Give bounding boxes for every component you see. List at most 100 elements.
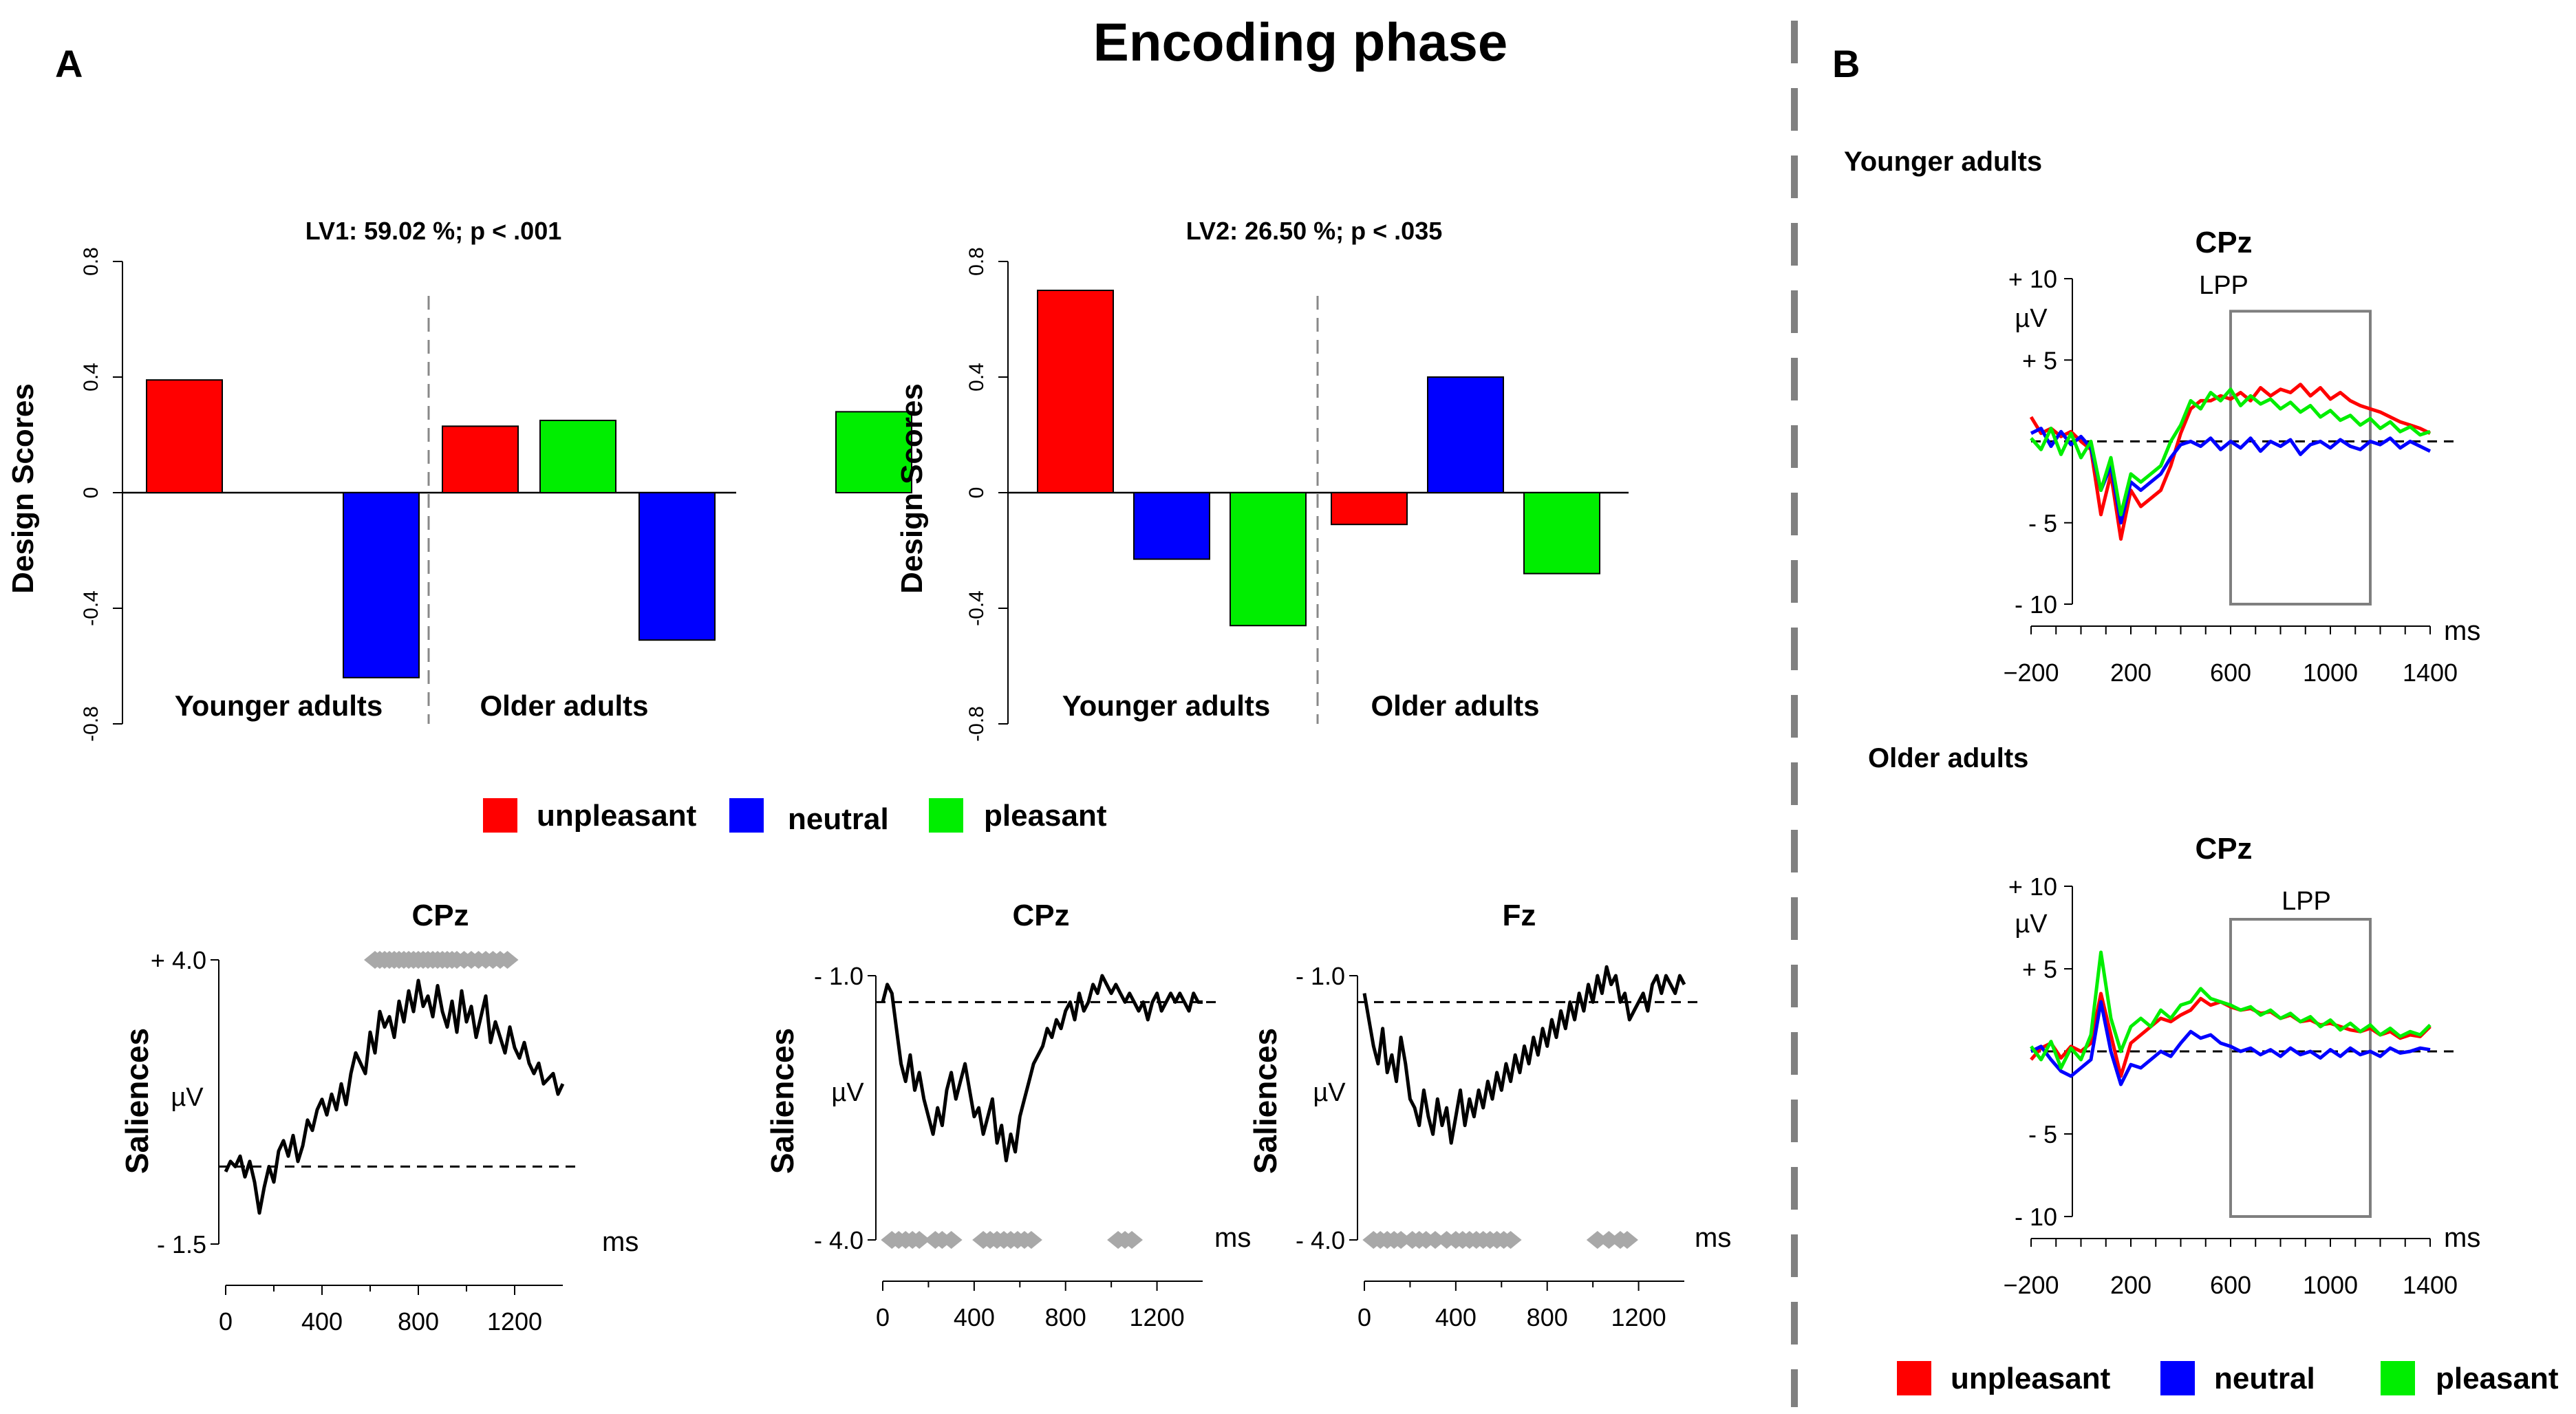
group-label-older: Older adults (1371, 689, 1539, 722)
x-tick-label: 1000 (2303, 1271, 2358, 1299)
y-tick-label: + 5 (2022, 955, 2057, 983)
y-axis-label: Saliences (764, 1028, 800, 1174)
legend-label-neutral: neutral (2214, 1362, 2315, 1395)
y-tick-label: -0.4 (965, 590, 988, 626)
legend-label-pleasant: pleasant (984, 799, 1107, 833)
bar-neutral-older (1427, 376, 1504, 493)
y-unit-label: µV (1313, 1078, 1346, 1107)
bar-unpleasant-older (442, 425, 519, 494)
significance-marker (1616, 1231, 1638, 1249)
window-label: LPP (2282, 887, 2331, 916)
x-tick-label: 800 (1045, 1303, 1086, 1331)
y-tick-label: - 1.5 (157, 1230, 206, 1258)
bar-neutral-older (638, 492, 716, 641)
legend-label-neutral: neutral (788, 802, 889, 836)
y-axis-label: Design Scores (6, 383, 40, 594)
salience-line (1362, 965, 1686, 1145)
x-tick-label: 1200 (1130, 1303, 1185, 1331)
legend-b: unpleasant neutral pleasant (1897, 1361, 2559, 1395)
y-tick-label: - 5 (2028, 1120, 2057, 1148)
bar-unpleasant-older (1331, 492, 1408, 526)
x-tick-label: 400 (1435, 1303, 1477, 1331)
panel-label-b: B (1832, 42, 1860, 85)
legend-swatch-unpleasant (483, 798, 517, 833)
chart-title: LV1: 59.02 %; p < .001 (305, 217, 562, 245)
chart-title: Fz (1503, 899, 1536, 932)
y-tick-label: - 4.0 (1296, 1226, 1345, 1254)
erp-line-unpleasant (2029, 383, 2432, 541)
y-tick-label: - 1.0 (1296, 962, 1345, 990)
x-tick-label: 1400 (2403, 1271, 2458, 1299)
significance-marker (1586, 1231, 1609, 1249)
lpp-window (2229, 918, 2372, 1218)
x-tick-label: 600 (2210, 1271, 2251, 1299)
legend-swatch-pleasant (929, 798, 963, 833)
y-tick-label: + 5 (2022, 346, 2057, 374)
group-label-younger: Younger adults (1062, 689, 1271, 722)
y-tick-label: -0.8 (80, 706, 103, 742)
y-tick-label: 0 (80, 487, 103, 499)
legend-label-unpleasant: unpleasant (1951, 1362, 2111, 1395)
y-unit-label: µV (171, 1083, 204, 1112)
x-axis-unit: ms (2444, 1223, 2480, 1253)
chart-erp-younger: Younger adults CPz µV LPP ms + 10 + 5 - 5 -… (1844, 147, 2480, 687)
x-tick-label: 400 (954, 1303, 995, 1331)
salience-line (881, 974, 1203, 1163)
y-axis-label: Design Scores (895, 383, 929, 594)
chart-title: CPz (411, 899, 469, 932)
x-axis-unit: ms (1695, 1223, 1731, 1253)
legend-label-pleasant: pleasant (2436, 1362, 2559, 1395)
chart-salience-cpz-1: CPz Saliences µV ms + 4.0 - 1.5 0 400 800 120… (119, 899, 638, 1336)
lpp-window (2229, 310, 2372, 606)
chart-title: CPz (2195, 226, 2252, 259)
x-tick-label: −200 (2003, 1271, 2059, 1299)
x-tick-label: 400 (301, 1307, 343, 1336)
group-label-older: Older adults (480, 689, 648, 722)
y-tick-label: - 5 (2028, 509, 2057, 537)
legend-swatch-pleasant (2381, 1361, 2415, 1395)
salience-line (224, 978, 565, 1215)
y-tick-label: 0.8 (80, 247, 103, 276)
y-tick-label: -0.8 (965, 706, 988, 742)
y-tick-label: + 4.0 (151, 946, 206, 974)
y-unit-label: µV (831, 1078, 864, 1107)
figure-title: Encoding phase (1093, 12, 1507, 72)
significance-marker (496, 951, 519, 969)
x-axis-unit: ms (602, 1227, 638, 1257)
significance-marker (1121, 1231, 1144, 1249)
significance-marker (940, 1231, 963, 1249)
legend-a: unpleasant neutral pleasant (483, 798, 1107, 836)
y-tick-label: - 1.0 (814, 962, 863, 990)
bar-pleasant-older (835, 411, 912, 494)
x-tick-label: 1200 (1611, 1303, 1666, 1331)
y-axis-label: Saliences (1247, 1028, 1283, 1174)
legend-swatch-unpleasant (1897, 1361, 1931, 1395)
x-tick-label: 600 (2210, 658, 2251, 687)
chart-salience-fz: Fz Saliences µV ms - 1.0 - 4.0 0 400 800 1200 (1247, 899, 1731, 1331)
section-label: Younger adults (1844, 147, 2042, 177)
bar-unpleasant-younger (1037, 290, 1114, 493)
significance-marker (1499, 1231, 1522, 1249)
section-label: Older adults (1868, 743, 2028, 773)
y-tick-label: -0.4 (80, 590, 103, 626)
x-tick-label: 800 (1527, 1303, 1568, 1331)
chart-lv2: LV2: 26.50 %; p < .035 Design Scores You… (895, 217, 1629, 742)
y-unit-label: µV (2015, 304, 2048, 333)
chart-salience-cpz-2: CPz Saliences µV ms - 1.0 - 4.0 0 400 800 120… (764, 899, 1251, 1331)
y-tick-label: - 4.0 (814, 1226, 863, 1254)
x-tick-label: 200 (2110, 658, 2151, 687)
panel-label-a: A (55, 42, 83, 85)
chart-title: CPz (2195, 832, 2252, 866)
y-tick-label: - 10 (2015, 1203, 2057, 1231)
y-tick-label: 0.4 (965, 363, 988, 392)
x-axis-unit: ms (1214, 1223, 1251, 1253)
erp-line-pleasant (2030, 950, 2432, 1070)
x-axis-unit: ms (2444, 616, 2480, 646)
legend-label-unpleasant: unpleasant (537, 799, 697, 833)
y-tick-label: 0 (965, 487, 988, 499)
significance-marker (1020, 1231, 1042, 1249)
window-label: LPP (2199, 271, 2248, 300)
significance-marker (1390, 1231, 1413, 1249)
bar-neutral-younger (343, 492, 420, 678)
